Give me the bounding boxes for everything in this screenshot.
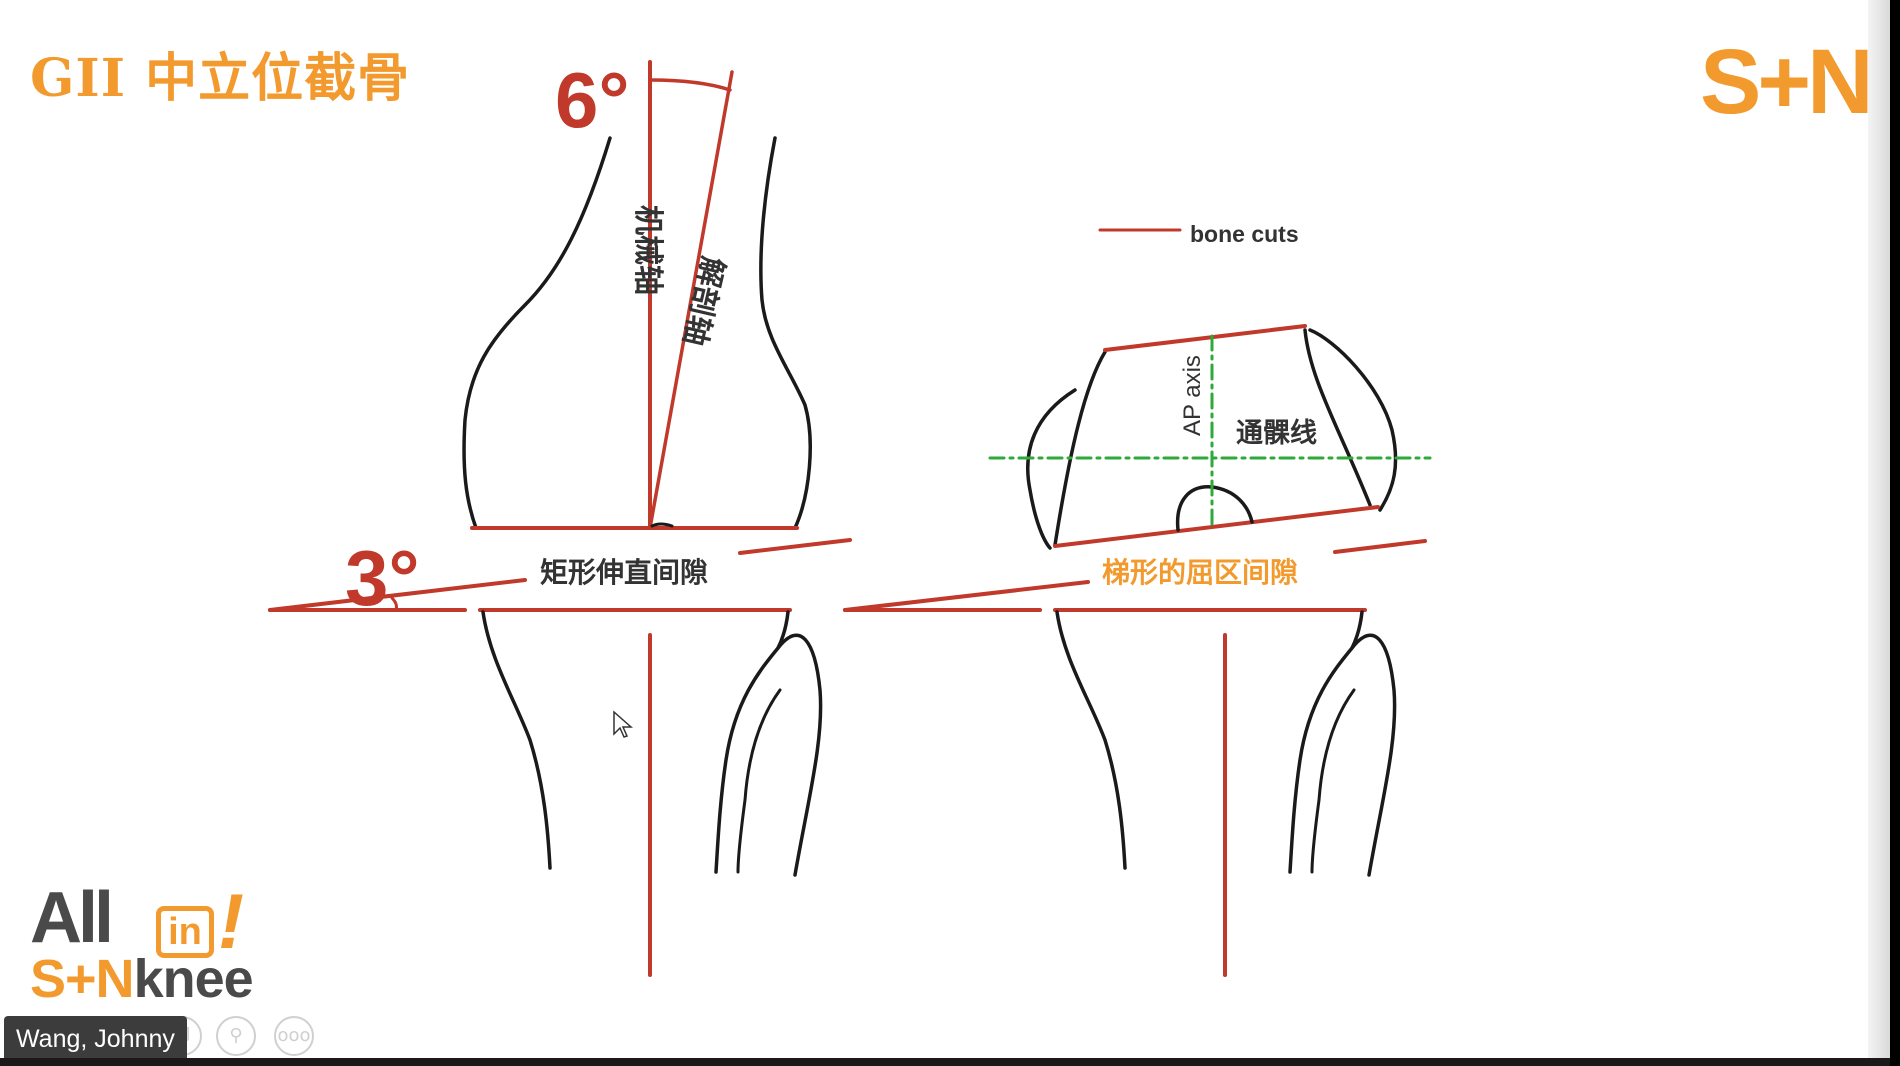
tibial-varus-line-right <box>843 580 1090 612</box>
window-edge <box>1868 0 1890 1066</box>
participant-name-tag: Wang, Johnny <box>4 1016 187 1062</box>
slide-title: GII 中立位截骨 <box>30 48 411 109</box>
window-bottom-edge <box>0 1058 1890 1066</box>
fibula-left-inner <box>736 688 782 874</box>
tibia-outline-left-medial <box>481 610 552 870</box>
femur-flexion-medial-condyle <box>1053 350 1107 547</box>
anterior-femoral-cut <box>1103 324 1307 352</box>
femur-outline-left <box>462 136 612 530</box>
extension-gap-upper-dash <box>738 538 852 555</box>
more-icon[interactable]: ooo <box>274 1016 314 1056</box>
tibial-angle-arc <box>390 596 398 612</box>
flexion-gap-label: 梯形的屈区间隙 <box>1102 556 1298 589</box>
logo-all-text: All <box>30 878 114 958</box>
tibia-outline-right-lateral <box>1288 610 1364 874</box>
fibula-right-inner <box>1310 688 1356 874</box>
logo-exclamation: ! <box>218 877 244 965</box>
femoral-angle-arc <box>648 78 732 92</box>
flexion-gap-upper-dash <box>1333 539 1427 554</box>
logo-in-badge: in <box>156 906 214 958</box>
logo-sn: S+N <box>30 949 135 1009</box>
mechanical-axis-label: 机械轴 <box>630 205 665 295</box>
tibia-outline-left-lateral <box>714 610 790 874</box>
anatomical-axis-label: 解剖轴 <box>676 253 730 349</box>
tibial-varus-line <box>268 578 527 612</box>
notch-mark <box>650 522 674 528</box>
femur-flexion-lateral-condyle <box>1303 328 1372 507</box>
extension-gap-label: 矩形伸直间隙 <box>540 556 708 589</box>
tibia-outline-right-medial <box>1055 610 1127 870</box>
logo-sn-knee-text: S+Nknee <box>30 949 254 1009</box>
femur-outline-right <box>759 136 812 530</box>
tibial-varus-angle: 3° <box>345 534 420 622</box>
ap-axis-label: AP axis <box>1179 355 1206 436</box>
anatomical-axis-line <box>648 70 734 530</box>
transepicondylar-line-label: 通髁线 <box>1236 418 1317 449</box>
logo-knee: knee <box>133 949 254 1009</box>
all-in-sn-knee-logo: All in ! S+Nknee <box>30 882 260 1012</box>
legend-label: bone cuts <box>1190 221 1299 247</box>
femur-flexion-outline <box>1026 328 1398 550</box>
fibula-left-outer <box>776 633 823 877</box>
brand-logo: S+N <box>1700 31 1874 133</box>
posterior-femoral-cut <box>1053 505 1380 548</box>
zoom-icon[interactable]: ⚲ <box>216 1016 256 1056</box>
fibula-right-outer <box>1350 633 1397 877</box>
mouse-cursor-icon <box>613 710 633 738</box>
femoral-valgus-angle: 6° <box>555 56 630 144</box>
